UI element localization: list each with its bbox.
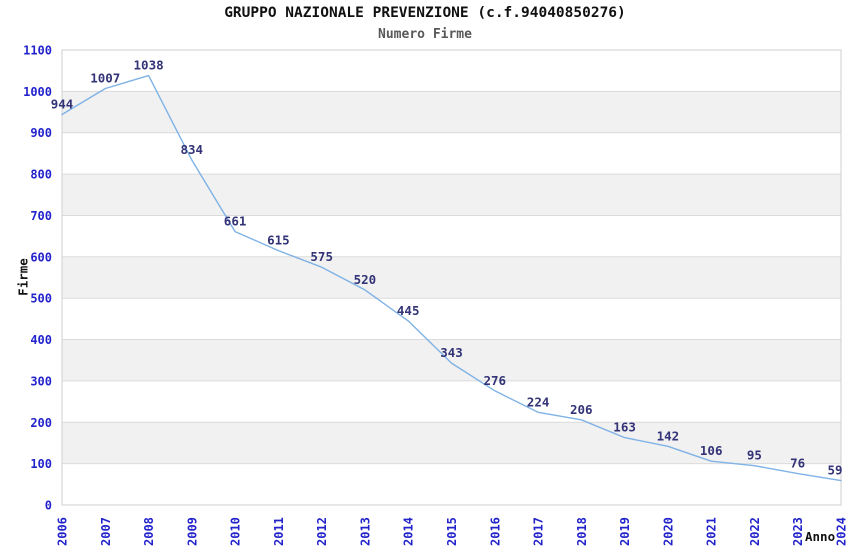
data-label: 445 <box>397 303 420 318</box>
x-tick-label: 2018 <box>575 517 589 546</box>
x-tick-label: 2016 <box>488 517 502 546</box>
y-tick-label: 800 <box>30 168 52 182</box>
data-label: 163 <box>613 420 636 435</box>
x-tick-label: 2024 <box>835 517 849 546</box>
x-tick-label: 2023 <box>791 517 805 546</box>
x-tick-label: 2015 <box>445 517 459 546</box>
x-tick-label: 2009 <box>185 517 199 546</box>
data-line <box>61 74 842 482</box>
y-tick-label: 300 <box>30 374 52 388</box>
y-tick-labels: 0 100 200 300 400 500 600 700 800 900 1000 1100 <box>23 44 52 513</box>
data-label: 615 <box>267 233 290 248</box>
data-label: 106 <box>700 443 723 458</box>
alt-band <box>62 174 841 216</box>
x-tick-label: 2017 <box>532 517 546 546</box>
alt-band <box>62 339 841 381</box>
y-tick-label: 0 <box>45 499 52 513</box>
x-tick-label: 2012 <box>315 517 329 546</box>
x-tick-label: 2014 <box>402 517 416 546</box>
x-tick-label: 2020 <box>661 517 675 546</box>
y-tick-label: 1100 <box>23 44 52 58</box>
x-tick-label: 2013 <box>358 517 372 546</box>
data-label: 944 <box>51 97 74 112</box>
data-label: 95 <box>747 448 762 463</box>
y-tick-label: 200 <box>30 416 52 430</box>
data-label: 59 <box>827 463 842 478</box>
alt-band <box>62 91 841 133</box>
y-tick-label: 500 <box>30 292 52 306</box>
x-tick-label: 2022 <box>748 517 762 546</box>
chart-title: GRUPPO NAZIONALE PREVENZIONE (c.f.940408… <box>224 5 626 21</box>
data-label: 224 <box>527 394 550 409</box>
data-label: 206 <box>570 402 593 417</box>
y-tick-label: 400 <box>30 333 52 347</box>
y-tick-label: 700 <box>30 209 52 223</box>
data-label: 661 <box>224 214 247 229</box>
gridlines <box>62 90 841 465</box>
data-label: 834 <box>181 142 204 157</box>
data-label: 1038 <box>134 58 164 73</box>
data-label: 76 <box>790 456 805 471</box>
chart-subtitle: Numero Firme <box>378 27 472 42</box>
data-label: 276 <box>484 373 507 388</box>
data-label: 575 <box>310 249 333 264</box>
alt-band <box>62 256 841 299</box>
data-label: 1007 <box>90 71 120 86</box>
y-tick-label: 1000 <box>23 85 52 99</box>
data-label: 142 <box>657 428 680 443</box>
y-axis-title: Firme <box>15 258 31 296</box>
x-tick-label: 2007 <box>99 517 113 546</box>
data-label: 343 <box>440 345 463 360</box>
x-tick-label: 2008 <box>142 517 156 546</box>
data-labels: 944 1007 1038 834 661 615 575 520 445 343 276 224 20… <box>51 58 843 478</box>
plot-bands <box>62 91 841 464</box>
x-tick-label: 2010 <box>229 517 243 546</box>
y-tick-label: 600 <box>30 250 52 264</box>
x-tick-labels: 2006 2007 2008 2009 2010 2011 2012 2013 2014 2015… <box>56 517 849 546</box>
x-tick-label: 2019 <box>618 517 632 546</box>
y-tick-label: 900 <box>30 126 52 140</box>
alt-band <box>62 422 841 464</box>
x-tick-label: 2021 <box>705 517 719 546</box>
x-tick-label: 2011 <box>272 517 286 546</box>
y-tick-label: 100 <box>30 457 52 471</box>
x-axis-title: Anno <box>805 529 836 544</box>
x-tick-label: 2006 <box>56 517 70 546</box>
data-label: 520 <box>354 272 377 287</box>
plot-border <box>61 49 842 506</box>
